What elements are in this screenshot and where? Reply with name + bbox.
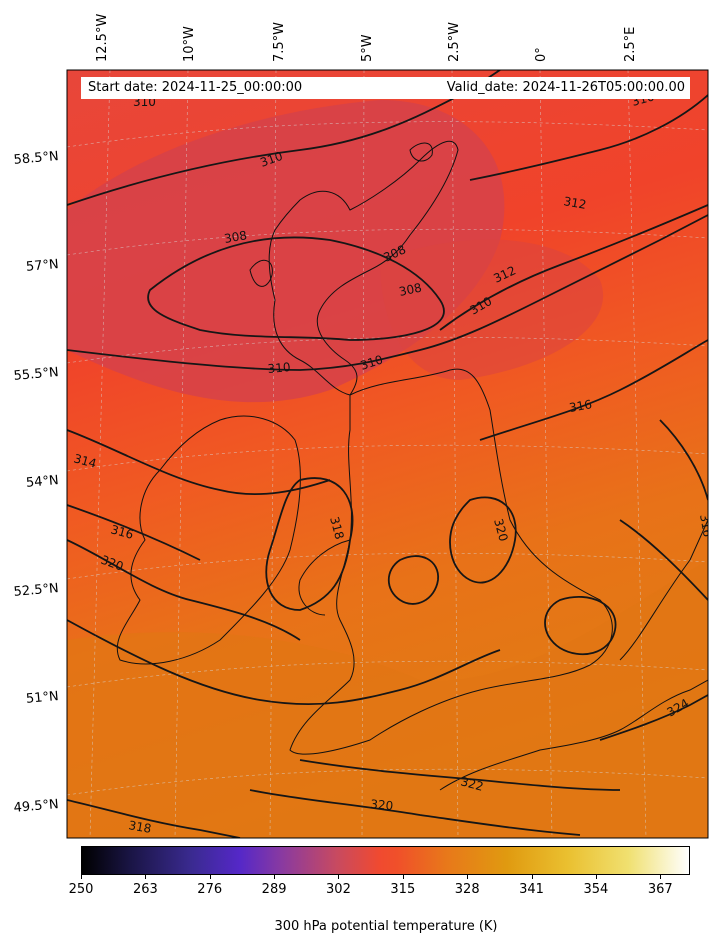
contour-label: 308 [223,228,248,246]
colorbar-title: 300 hPa potential temperature (K) [274,919,498,934]
colorbar-tick-label: 263 [132,882,158,897]
contour-east-1 [659,419,708,501]
valid-date-label: Valid_date: 2024-11-26T05:00:00.00 [446,80,685,95]
colorbar-tick-label: 354 [583,882,609,897]
contour-312-ne [469,94,708,181]
contour-318-inland [265,477,354,611]
england-coast [289,368,613,755]
colorbar-tick [660,875,662,879]
orkney [409,142,433,162]
coastlines [116,140,708,791]
contour-324 [599,694,708,741]
contour-320-inland [449,496,517,584]
contour-label: 318 [127,818,152,836]
contour-label: 320 [491,517,510,543]
warm-region [67,560,708,838]
lon-label: 2.5°E [623,27,638,62]
colorbar-tick [145,875,147,879]
longitude-labels: 12.5°W 10°W 7.5°W 5°W 2.5°W 0° 2.5°E [95,14,638,62]
contours [67,70,708,838]
contour-label: 308 [398,280,423,298]
colorbar-tick-label: 341 [519,882,544,897]
date-info-box: Start date: 2024-11-25_00:00:00 Valid_da… [81,77,690,99]
hebrides [249,260,273,287]
contour-label: 310 [359,352,385,372]
contour-label: 316 [109,522,135,541]
contour-318-south [67,799,241,838]
lon-label: 7.5°W [272,22,287,62]
contour-320-south [249,789,581,836]
lon-label: 12.5°W [95,14,110,62]
colorbar-tick [531,875,533,879]
wales-coast [298,539,351,616]
colorbar-tick [467,875,469,879]
colorbar-tick [338,875,340,879]
map-panel: 310 310 310 308 308 308 310 310 312 312 … [67,70,715,838]
lat-label: 57°N [25,257,59,275]
colorbar-tick [81,875,82,879]
contour-label: 318 [327,515,346,541]
contour-322 [299,759,621,791]
lat-label: 51°N [25,689,59,707]
lon-label: 2.5°W [447,22,462,62]
colorbar [81,846,690,875]
france-coast [439,679,708,791]
contour-308 [147,236,445,341]
graticule [67,70,708,838]
contour-label: 322 [459,774,485,793]
colorbar-tick-label: 289 [261,882,287,897]
lon-label: 0° [534,47,549,62]
lat-label: 58.5°N [13,149,59,168]
lon-label: 10°W [182,26,197,62]
colorbar-tick [209,875,211,879]
lat-label: 49.5°N [13,797,59,816]
contour-blob-2 [544,595,617,656]
contour-316-east [479,339,708,441]
colorbar-tick [274,875,276,879]
lon-label: 5°W [360,34,375,62]
colorbar-tick [402,875,404,879]
contour-label: 310 [267,360,291,376]
contour-blob-1 [387,555,439,605]
lat-label: 55.5°N [13,365,59,384]
lat-label: 54°N [25,473,59,491]
colorbar-tick-label: 328 [454,882,480,897]
colorbar-tick-label: 315 [390,882,416,897]
colorbar-tick-label: 302 [326,882,351,897]
contour-310-mid [67,214,708,371]
latitude-labels: 58.5°N 57°N 55.5°N 54°N 52.5°N 51°N 49.5… [13,149,59,816]
colorbar-tick [595,875,597,879]
contour-label: 316 [568,397,593,415]
continent-coast [619,519,708,661]
contour-east-2 [619,519,708,601]
contour-label: 314 [72,451,98,470]
contour-312-mid [439,204,708,331]
contour-314 [67,429,331,496]
contour-316-west [67,504,201,561]
map-frame [66,69,709,839]
lat-label: 52.5°N [13,581,59,600]
contour-label: 312 [562,194,587,212]
contour-320-west [67,539,301,641]
contour-310-north [67,70,501,206]
contour-south-1 [67,619,501,705]
scotland-coast [268,140,459,396]
colorbar-tick-label: 367 [647,882,673,897]
contour-label: 320 [370,797,394,813]
contour-label: 316 [697,513,715,538]
start-date-label: Start date: 2024-11-25_00:00:00 [88,80,303,95]
ireland-coast [116,415,301,665]
colorbar-tick-label: 276 [197,882,223,897]
colorbar-tick-label: 250 [68,882,94,897]
